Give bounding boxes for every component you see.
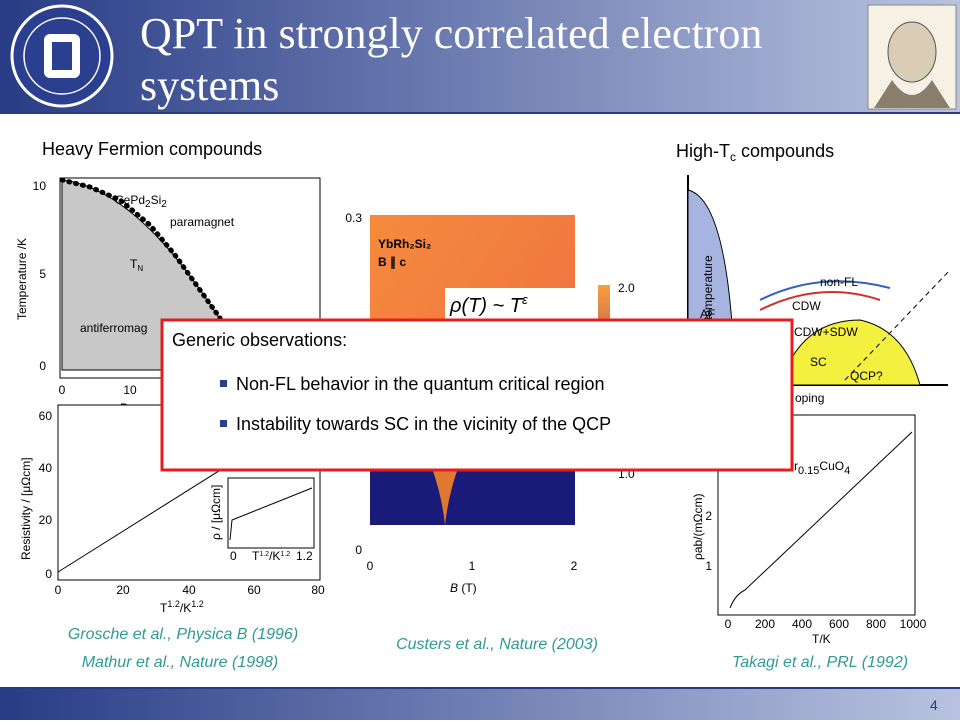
tick-label: 0 bbox=[39, 359, 46, 373]
title: systems bbox=[140, 61, 279, 110]
observations-box: Generic observations: Non-FL behavior in… bbox=[160, 318, 794, 472]
tick-label: 800 bbox=[866, 617, 886, 631]
tick-label: 400 bbox=[792, 617, 812, 631]
tick-label: 2.0 bbox=[618, 281, 635, 295]
box-item: Non-FL behavior in the quantum critical … bbox=[236, 374, 605, 394]
header-bar bbox=[0, 0, 960, 112]
figure-label: TN bbox=[130, 257, 143, 273]
box-heading: Generic observations: bbox=[172, 330, 347, 350]
tick-label: 1.2 bbox=[296, 549, 313, 563]
portrait bbox=[867, 4, 957, 110]
tick-label: 1 bbox=[705, 559, 712, 573]
tick-label: 10 bbox=[33, 179, 47, 193]
tick-label: 1 bbox=[469, 559, 476, 573]
axis-label: temperature bbox=[701, 255, 715, 320]
title: QPT in strongly correlated electron bbox=[140, 9, 762, 58]
axis-label: ρab/(mΩcm) bbox=[691, 494, 705, 560]
axis-label: Temperature /K bbox=[15, 238, 29, 320]
figure-formula: ρ(T) ~ Tε bbox=[449, 292, 528, 317]
citation: Takagi et al., PRL (1992) bbox=[732, 654, 908, 671]
tick-label: 5 bbox=[39, 267, 46, 281]
figure-label: paramagnet bbox=[170, 215, 235, 229]
tick-label: 60 bbox=[39, 409, 53, 423]
axis-label: B (T) bbox=[450, 581, 477, 595]
tick-label: 40 bbox=[182, 583, 196, 597]
bullet bbox=[220, 380, 227, 387]
tick-label: 1000 bbox=[900, 617, 927, 631]
tick-label: 200 bbox=[755, 617, 775, 631]
box-item: Instability towards SC in the vicinity o… bbox=[236, 414, 611, 434]
figure-label: non-FL bbox=[820, 275, 858, 289]
footer-bar bbox=[0, 688, 960, 720]
figure-label: CDW+SDW bbox=[794, 325, 858, 339]
figure-label: antiferromag bbox=[80, 321, 147, 335]
figure-label: YbRh₂Si₂ bbox=[378, 237, 431, 251]
figure-label: B ∥ c bbox=[378, 255, 406, 269]
tick-label: 0 bbox=[367, 559, 374, 573]
page-number: 4 bbox=[930, 697, 938, 713]
axis-label: Resistivity / [μΩcm] bbox=[19, 457, 33, 560]
figure-label: AF bbox=[700, 307, 715, 321]
citation: Grosche et al., Physica B (1996) bbox=[68, 626, 298, 643]
tick-label: 20 bbox=[39, 513, 53, 527]
bullet bbox=[220, 420, 227, 427]
figure-label: r0.15CuO4 bbox=[794, 459, 850, 477]
citation: Mathur et al., Nature (1998) bbox=[82, 654, 279, 671]
section-heading: Heavy Fermion compounds bbox=[42, 139, 262, 159]
axis-label: T/K bbox=[812, 632, 831, 646]
tick-label: 600 bbox=[829, 617, 849, 631]
logo bbox=[10, 4, 114, 108]
tick-label: 0 bbox=[725, 617, 732, 631]
axis-label: ρ / [μΩcm] bbox=[209, 485, 223, 540]
tick-label: 2 bbox=[571, 559, 578, 573]
figure-label: SC bbox=[810, 355, 827, 369]
citation: Custers et al., Nature (2003) bbox=[396, 636, 598, 653]
axis-label: T1.2/K1.2 bbox=[252, 549, 290, 563]
figure-label: CDW bbox=[792, 299, 821, 313]
axis-label: T1.2/K1.2 bbox=[160, 599, 204, 615]
section-heading: High-Tc compounds bbox=[676, 141, 834, 164]
tick-label: 0 bbox=[55, 583, 62, 597]
axis-label: oping bbox=[795, 391, 824, 405]
tick-label: 0 bbox=[45, 567, 52, 581]
tick-label: 80 bbox=[311, 583, 325, 597]
figure-label: QCP? bbox=[850, 369, 883, 383]
tick-label: 2 bbox=[705, 509, 712, 523]
tick-label: 0.3 bbox=[345, 211, 362, 225]
tick-label: 20 bbox=[116, 583, 130, 597]
tick-label: 0 bbox=[230, 549, 237, 563]
tick-label: 0 bbox=[355, 543, 362, 557]
tick-label: 0 bbox=[59, 383, 66, 397]
tick-label: 60 bbox=[247, 583, 261, 597]
tick-label: 40 bbox=[39, 461, 53, 475]
figure-label: CePd2Si2 bbox=[115, 193, 167, 210]
tick-label: 10 bbox=[123, 383, 137, 397]
